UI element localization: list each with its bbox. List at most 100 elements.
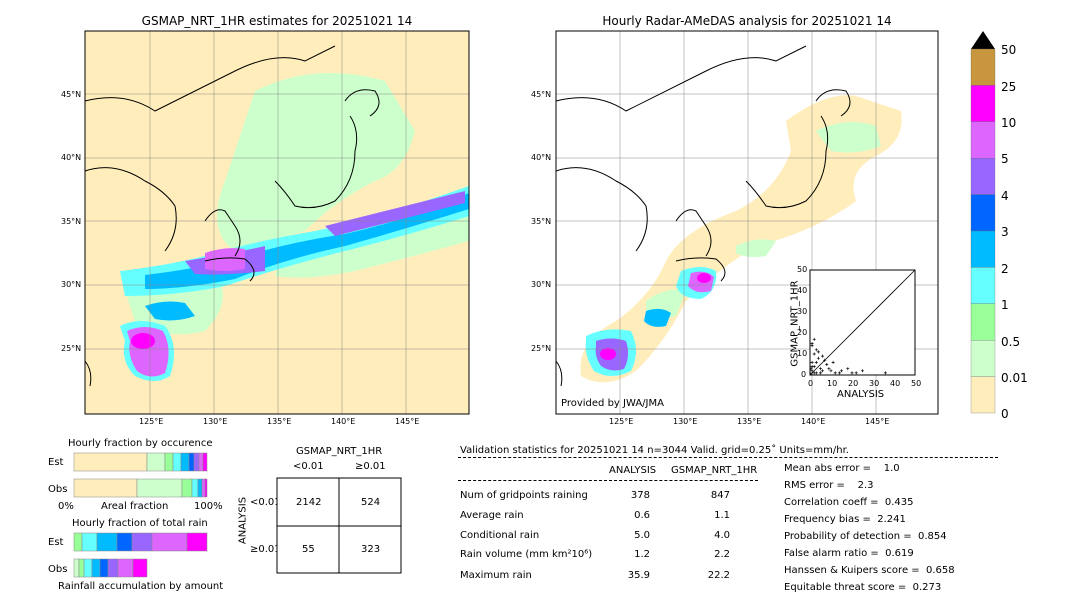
est-label-2: Est (48, 537, 64, 548)
scatter-ytick-40: 40 (797, 286, 808, 295)
scatter-xtick-40: 40 (890, 379, 901, 388)
contingency-cell-b: 524 (361, 497, 381, 508)
est-label-1: Est (48, 457, 64, 468)
rainfall-accumulation-caption: Rainfall accumulation by amount (58, 581, 224, 592)
lat-label-35: 35°N (61, 217, 82, 226)
occurrence-bars (73, 452, 208, 498)
stat-analysis-volume: 1.2 (634, 549, 650, 560)
scatter-point (821, 369, 825, 373)
left-map-title: GSMAP_NRT_1HR estimates for 20251021 14 (141, 14, 413, 28)
r-lon-label-140: 140°E (801, 417, 826, 426)
lat-label-25: 25°N (61, 344, 82, 353)
stat-analysis-maximum: 35.9 (627, 570, 650, 581)
radar-credit: Provided by JWA/JMA (561, 398, 664, 409)
scatter-point (809, 372, 813, 376)
lon-label-140: 140°E (331, 417, 356, 426)
contingency-row-lt: <0.01 (250, 497, 281, 508)
cbar-label-3: 3 (1001, 225, 1009, 239)
scatter-point (861, 369, 864, 373)
contingency-cell-c: 55 (302, 544, 315, 555)
score-hk: Hanssen & Kuipers score = 0.658 (784, 565, 955, 576)
stat-gsmap-average: 1.1 (714, 510, 730, 521)
stat-analysis-conditional: 5.0 (634, 530, 650, 541)
cbar-label-1: 1 (1001, 298, 1009, 312)
stat-label-maximum: Maximum rain (460, 570, 532, 581)
scatter-point (829, 369, 833, 373)
stat-label-conditional: Conditional rain (460, 530, 540, 541)
contingency-col-ge: ≥0.01 (355, 461, 386, 472)
cbar-label-2: 2 (1001, 262, 1009, 276)
contingency-title: GSMAP_NRT_1HR (296, 446, 383, 457)
scatter-ytick-10: 10 (797, 349, 808, 358)
contingency-row-axis: ANALYSIS (237, 496, 249, 545)
scatter-point (850, 371, 854, 375)
cbar-label-50: 50 (1001, 43, 1017, 57)
validation-header-rule (458, 457, 998, 458)
colorbar-block (970, 340, 996, 377)
obs-label-1: Obs (48, 484, 68, 495)
axis-100pct: 100% (194, 501, 223, 512)
obs-label-2: Obs (48, 564, 68, 575)
total-rain-bars (73, 532, 208, 578)
lon-label-125: 125°E (139, 417, 164, 426)
scatter-ytick-50: 50 (797, 265, 808, 274)
scatter-point (816, 356, 820, 360)
validation-header: Validation statistics for 20251021 14 n=… (460, 445, 849, 456)
contingency-row-ge: ≥0.01 (250, 544, 281, 555)
scatter-point (810, 360, 814, 364)
colorbar-block (970, 158, 996, 195)
contingency-grid (276, 477, 402, 574)
scatter-point (810, 344, 814, 348)
scatter-point (814, 360, 818, 364)
stat-gsmap-conditional: 4.0 (714, 530, 730, 541)
lat-label-45: 45°N (61, 90, 82, 99)
scatter-point (809, 367, 813, 371)
scatter-xtick-0: 0 (808, 379, 814, 388)
stat-analysis-average: 0.6 (634, 510, 650, 521)
r-lat-label-35: 35°N (531, 217, 552, 226)
lon-label-135: 135°E (267, 417, 292, 426)
cbar-label-0: 0 (1001, 407, 1009, 421)
scatter-point (837, 371, 841, 375)
colorbar-block (970, 121, 996, 159)
scatter-point (812, 337, 816, 341)
colorbar-block (970, 267, 996, 304)
scatter-point (819, 367, 822, 371)
r-lat-label-40: 40°N (531, 153, 552, 162)
scatter-ytick-30: 30 (797, 307, 808, 316)
scatter-point (846, 367, 850, 371)
scatter-point (827, 367, 831, 371)
cbar-label-10: 10 (1001, 116, 1017, 130)
scatter-point (814, 348, 818, 352)
scatter-ytick-0: 0 (801, 370, 807, 379)
r-lon-label-130: 130°E (673, 417, 698, 426)
colorbar-block (970, 376, 996, 414)
r-lat-label-30: 30°N (531, 280, 552, 289)
scatter-point (825, 363, 829, 366)
cbar-label-4: 4 (1001, 189, 1009, 203)
stat-label-average: Average rain (460, 510, 524, 521)
colorbar-block (970, 194, 996, 232)
stat-gsmap-maximum: 22.2 (707, 570, 730, 581)
scatter-xtick-50: 50 (911, 379, 922, 388)
cbar-label-0.5: 0.5 (1001, 335, 1021, 349)
contingency-cell-d: 323 (361, 544, 381, 555)
r-lat-label-45: 45°N (531, 90, 552, 99)
total-rain-title: Hourly fraction of total rain (72, 518, 208, 529)
stat-label-volume: Rain volume (mm km²10⁶) (460, 549, 593, 560)
cbar-label-0.01: 0.01 (1001, 371, 1028, 385)
score-freq-bias: Frequency bias = 2.241 (784, 514, 906, 525)
r-lon-label-135: 135°E (737, 417, 762, 426)
scatter-xtick-10: 10 (827, 379, 838, 388)
r-lon-label-145: 145°E (865, 417, 890, 426)
scatter-point (883, 371, 887, 375)
r-lon-label-125: 125°E (609, 417, 634, 426)
score-far: False alarm ratio = 0.619 (784, 548, 914, 559)
scatter-point (816, 350, 820, 354)
scatter-point (812, 352, 816, 356)
scatter-point (819, 371, 822, 375)
colorbar-block (970, 230, 996, 268)
cbar-label-5: 5 (1001, 152, 1009, 166)
scatter-xtick-20: 20 (848, 379, 859, 388)
validation-col-analysis: ANALYSIS (609, 465, 657, 476)
